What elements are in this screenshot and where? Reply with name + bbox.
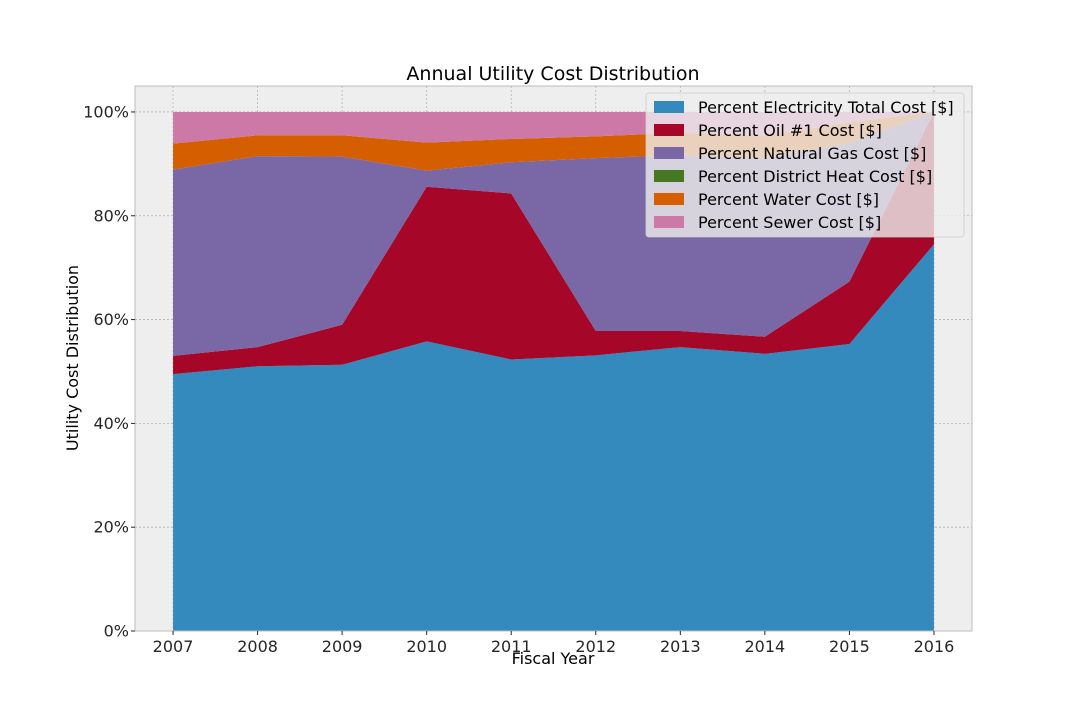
area-percent-electricity-total-cost [173, 244, 934, 631]
y-axis-label: Utility Cost Distribution [63, 265, 82, 451]
legend-box [645, 92, 965, 238]
legend-swatch [654, 101, 684, 113]
y-tick-label: 0% [104, 622, 129, 641]
y-axis-ticks: 0% 20% 40% 60% 80% 100% [83, 102, 135, 641]
x-axis-label: Fiscal Year [512, 649, 595, 668]
y-tick-label: 80% [93, 206, 129, 225]
x-tick-label: 2013 [660, 637, 701, 656]
legend-swatch [654, 216, 684, 228]
legend-label: Percent Water Cost [$] [698, 190, 879, 209]
legend-label: Percent Natural Gas Cost [$] [698, 144, 926, 163]
x-tick-label: 2010 [406, 637, 447, 656]
y-tick-label: 100% [83, 102, 129, 121]
x-tick-label: 2009 [322, 637, 363, 656]
x-tick-label: 2016 [914, 637, 955, 656]
legend-label: Percent Sewer Cost [$] [698, 213, 881, 232]
y-tick-label: 60% [93, 310, 129, 329]
legend-label: Percent District Heat Cost [$] [698, 167, 932, 186]
legend-swatch [654, 147, 684, 159]
area-percent-oil-1-cost [173, 111, 934, 375]
legend-swatch [654, 170, 684, 182]
y-tick-label: 20% [93, 518, 129, 537]
legend-swatch [654, 124, 684, 136]
x-tick-label: 2007 [153, 637, 194, 656]
x-tick-label: 2012 [575, 637, 616, 656]
x-tick-label: 2015 [829, 637, 870, 656]
legend-label: Percent Oil #1 Cost [$] [698, 121, 882, 140]
legend: Percent Electricity Total Cost [$] Percen… [645, 92, 965, 238]
x-tick-label: 2008 [237, 637, 278, 656]
x-axis-ticks: 2007 2008 2009 2010 2011 2012 2013 2014 2015 2016 [153, 631, 955, 656]
x-tick-label: 2011 [491, 637, 532, 656]
chart-title: Annual Utility Cost Distribution [406, 63, 699, 85]
y-tick-label: 40% [93, 414, 129, 433]
x-tick-label: 2014 [745, 637, 786, 656]
plot-frame [134, 85, 973, 632]
legend-label: Percent Electricity Total Cost [$] [698, 98, 954, 117]
legend-swatch [654, 193, 684, 205]
